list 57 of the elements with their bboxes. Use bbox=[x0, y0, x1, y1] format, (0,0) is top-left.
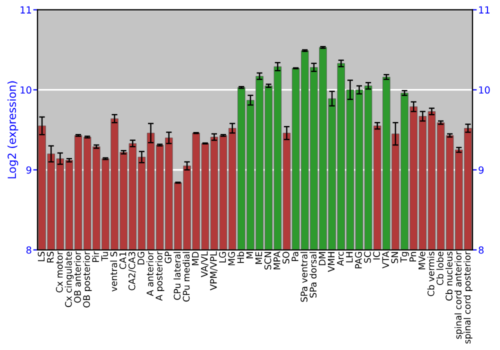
x-tick-label: A anterior bbox=[146, 251, 154, 296]
x-tick-label: VA/VL bbox=[201, 251, 208, 278]
x-tick-label: MVe bbox=[418, 252, 426, 270]
x-tick-label: Arc bbox=[337, 252, 344, 266]
x-tick-label: MG bbox=[228, 252, 235, 266]
x-tick-label: RS bbox=[46, 252, 54, 262]
x-tick-label: spinal cord posterior bbox=[464, 251, 472, 344]
x-tick-label: Cb nucleus bbox=[445, 252, 452, 301]
x-tick-label: CPu lateral bbox=[174, 252, 181, 300]
x-tick-label: DM bbox=[318, 252, 326, 266]
x-tick-label: Cb lobe bbox=[436, 252, 444, 286]
x-tick-label: LH bbox=[346, 252, 353, 262]
x-tick-label: VMH bbox=[328, 252, 335, 272]
x-tick-label: Cb vermis bbox=[427, 252, 434, 296]
x-tick-label: spinal cord anterior bbox=[454, 251, 464, 339]
x-tick-label: SPa dorsal bbox=[310, 252, 317, 298]
y-tick-label: 10 bbox=[20, 86, 32, 94]
y-tick-label: 9 bbox=[26, 166, 32, 174]
x-tick-label: ME bbox=[255, 252, 262, 264]
x-tick-label: VTA bbox=[382, 251, 389, 268]
y-tick-label: 11 bbox=[20, 6, 32, 14]
y-tick-label: 8 bbox=[26, 246, 32, 254]
x-tick-label: OB anterior bbox=[74, 251, 81, 303]
x-tick-label: ventral S bbox=[110, 252, 118, 292]
x-tick-label: SPa ventral bbox=[300, 252, 308, 302]
x-tick-label: CA2/CA3 bbox=[128, 252, 136, 290]
x-tick-label: A posterior bbox=[155, 251, 164, 301]
y-axis-title: Log2 (expression) bbox=[7, 81, 18, 178]
x-tick-label: MPA bbox=[274, 251, 280, 270]
x-tick-label: IC bbox=[373, 252, 380, 260]
x-tick-label: Cx motor bbox=[56, 251, 63, 292]
x-tick-label: CA1 bbox=[119, 252, 126, 270]
x-tick-label: CPu medial bbox=[182, 252, 190, 302]
x-tick-label: Tu bbox=[101, 252, 108, 262]
x-tick-label: DG bbox=[138, 252, 144, 264]
x-tick-label: MD bbox=[192, 252, 199, 266]
x-tick-label: VPM/VPL bbox=[210, 251, 218, 290]
x-tick-label: M bbox=[246, 252, 253, 258]
y2-tick-label: 8 bbox=[478, 246, 484, 254]
x-tick-label: SC bbox=[364, 252, 371, 263]
x-tick-label: LG bbox=[219, 252, 226, 262]
y2-tick-label: 10 bbox=[479, 86, 490, 94]
x-tick-label: Pir bbox=[92, 251, 99, 262]
y2-tick-label: 11 bbox=[479, 6, 490, 14]
y2-tick-label: 9 bbox=[478, 166, 484, 174]
x-tick-label: OB posterior bbox=[82, 251, 92, 308]
x-tick-label: SO bbox=[282, 252, 290, 264]
x-tick-label: Tg bbox=[400, 252, 409, 263]
x-tick-label: SCN bbox=[264, 252, 272, 270]
x-tick-label: Pn bbox=[410, 252, 416, 262]
x-tick-label: PAG bbox=[355, 252, 362, 268]
x-tick-label: Hb bbox=[237, 252, 244, 263]
x-tick-label: Pa bbox=[292, 252, 298, 261]
x-tick-label: LS bbox=[38, 252, 45, 262]
x-tick-label: GP bbox=[164, 252, 172, 264]
x-tick-label: SN bbox=[391, 252, 398, 264]
x-tick-label: Cx cingulate bbox=[64, 252, 74, 308]
